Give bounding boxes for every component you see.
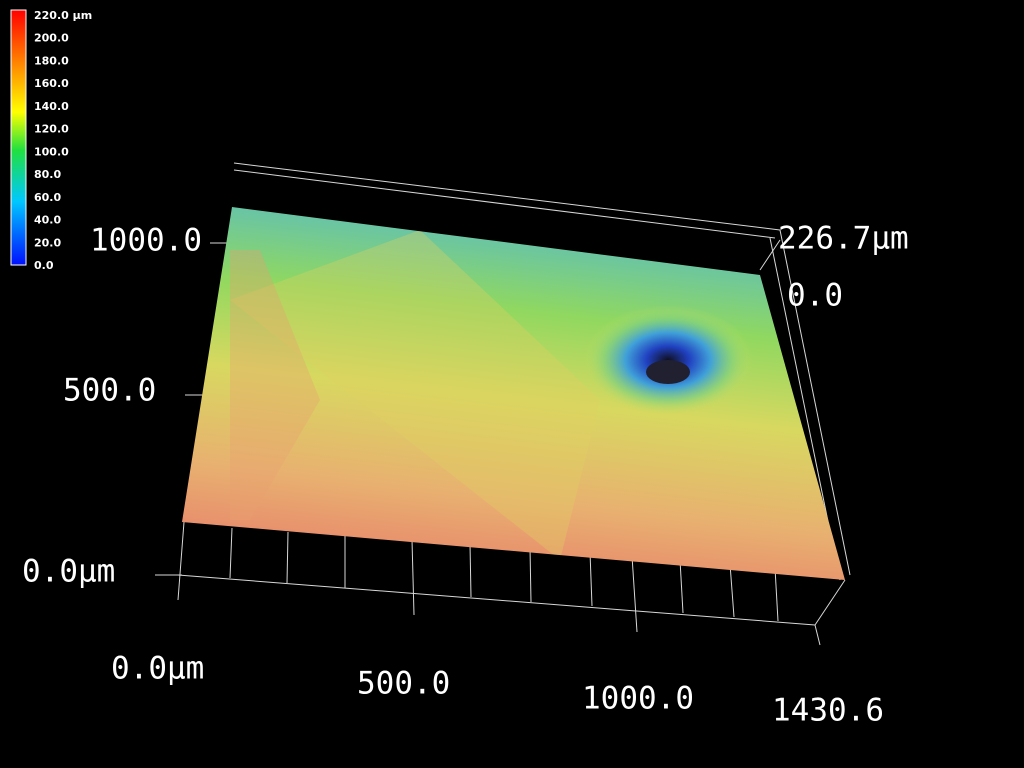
x-tick-label: 0.0µm	[111, 651, 204, 687]
z-tick-label: 0.0	[787, 278, 843, 314]
colorbar-label: 140.0	[34, 100, 69, 113]
axis-box	[155, 162, 851, 646]
z-tick-label: 226.7µm	[778, 221, 909, 257]
colorbar-label: 80.0	[34, 168, 61, 181]
colorbar-label: 40.0	[34, 214, 61, 227]
x-tick-label: 1000.0	[582, 681, 694, 717]
y-tick-label: 0.0µm	[22, 554, 115, 590]
colorbar	[10, 9, 27, 266]
colorbar-label: 180.0	[34, 54, 69, 67]
colorbar-label: 100.0	[34, 145, 69, 158]
x-tick-label: 1430.6	[772, 693, 884, 729]
colorbar-label: 120.0	[34, 123, 69, 136]
colorbar-label: 220.0 µm	[34, 9, 92, 22]
y-tick-label: 500.0	[63, 373, 156, 409]
colorbar-label: 0.0	[34, 259, 54, 272]
surface	[182, 207, 845, 580]
x-tick-label: 500.0	[357, 666, 450, 702]
y-tick-label: 1000.0	[90, 223, 202, 259]
colorbar-label: 160.0	[34, 77, 69, 90]
colorbar-label: 20.0	[34, 236, 61, 249]
colorbar-label: 60.0	[34, 191, 61, 204]
colorbar-label: 200.0	[34, 32, 69, 45]
